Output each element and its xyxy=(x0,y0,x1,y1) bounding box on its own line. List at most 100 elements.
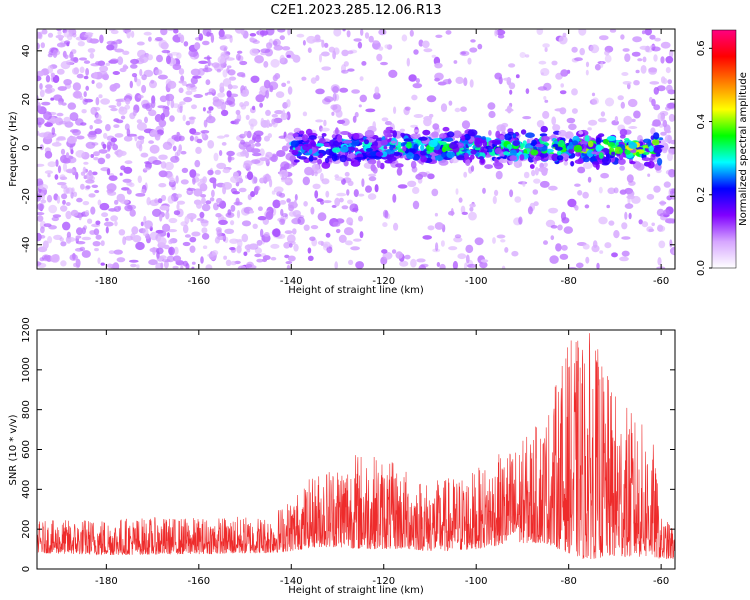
heatmap-cell xyxy=(76,197,83,203)
heatmap-band-cell xyxy=(586,149,594,158)
heatmap-cell xyxy=(644,29,652,36)
heatmap-cell xyxy=(230,187,237,194)
heatmap-cell xyxy=(559,253,569,260)
heatmap-cell xyxy=(353,238,362,242)
heatmap-cell xyxy=(413,114,424,118)
heatmap-cell xyxy=(143,69,154,77)
heatmap-cell xyxy=(114,133,124,138)
heatmap-cell xyxy=(348,259,354,265)
heatmap-cell xyxy=(120,199,130,204)
heatmap-cell xyxy=(180,221,188,227)
heatmap-cell xyxy=(37,178,44,187)
heatmap-cell xyxy=(649,81,660,85)
heatmap-cell xyxy=(214,169,221,175)
heatmap-cell xyxy=(608,220,615,226)
heatmap-band-cell xyxy=(470,149,477,155)
heatmap-cell xyxy=(41,101,51,106)
heatmap-cell xyxy=(333,29,342,37)
heatmap-cell xyxy=(52,75,60,83)
heatmap-cell xyxy=(180,179,189,185)
heatmap-band-cell xyxy=(530,149,539,156)
heatmap-band-cell xyxy=(658,137,664,141)
heatmap-cell xyxy=(236,53,241,61)
heatmap-cell xyxy=(241,220,252,227)
heatmap-cell xyxy=(325,190,330,198)
heatmap-cell xyxy=(589,44,600,54)
heatmap-cell xyxy=(124,235,134,241)
heatmap-x-tick-label: -80 xyxy=(560,276,576,287)
heatmap-cell xyxy=(434,77,440,82)
heatmap-cell xyxy=(90,206,96,215)
heatmap-cell xyxy=(548,185,558,191)
heatmap-cell xyxy=(129,209,136,217)
heatmap-cell xyxy=(143,167,151,171)
heatmap-band-cell xyxy=(556,155,564,161)
heatmap-cell xyxy=(98,94,103,99)
heatmap-cell xyxy=(51,216,59,222)
heatmap-cell xyxy=(532,189,539,195)
heatmap-cell xyxy=(665,67,671,74)
heatmap-cell xyxy=(75,258,81,268)
heatmap-band-cell xyxy=(597,133,605,138)
heatmap-cell xyxy=(68,53,75,59)
heatmap-cell xyxy=(205,200,212,205)
heatmap-cell xyxy=(108,250,115,255)
heatmap-band-cell xyxy=(573,144,583,153)
heatmap-cell xyxy=(132,109,137,117)
heatmap-x-tick-label: -160 xyxy=(187,276,210,287)
heatmap-cell xyxy=(269,85,274,93)
heatmap-cell xyxy=(453,60,458,64)
heatmap-cell xyxy=(250,75,260,84)
heatmap-cell xyxy=(124,104,131,110)
heatmap-band-cell xyxy=(595,137,602,145)
colorbar-gradient xyxy=(711,29,737,269)
heatmap-cell xyxy=(176,193,182,198)
heatmap-cell xyxy=(149,144,160,154)
heatmap-cell xyxy=(66,42,70,47)
heatmap-cell xyxy=(249,210,255,214)
heatmap-band-cell xyxy=(299,130,305,136)
heatmap-cell xyxy=(159,255,167,260)
heatmap-cell xyxy=(317,212,327,222)
snr-x-tick-label: -80 xyxy=(560,576,576,587)
heatmap-band-cell xyxy=(584,135,590,143)
heatmap-cell xyxy=(88,193,96,198)
heatmap-cell xyxy=(358,104,362,108)
heatmap-cell xyxy=(202,29,212,37)
heatmap-cell xyxy=(244,244,252,251)
heatmap-cell xyxy=(281,145,289,152)
heatmap-cell xyxy=(128,182,135,188)
heatmap-cell xyxy=(66,29,75,32)
heatmap-cell xyxy=(185,120,191,126)
heatmap-band-cell xyxy=(441,152,446,158)
heatmap-cell xyxy=(117,150,127,156)
heatmap-cell xyxy=(368,176,377,182)
heatmap-cell xyxy=(78,213,82,221)
heatmap-cell xyxy=(231,85,239,89)
heatmap-cell xyxy=(252,152,262,157)
snr-series-line xyxy=(37,333,675,560)
heatmap-cell xyxy=(306,35,317,44)
heatmap-cell xyxy=(388,69,398,78)
heatmap-band-cell xyxy=(539,162,544,169)
heatmap-cell xyxy=(168,217,178,224)
heatmap-cell xyxy=(287,86,293,95)
heatmap-band-cell xyxy=(347,132,352,138)
colorbar-label: Normalized spectral amplitude xyxy=(738,72,749,226)
heatmap-cell xyxy=(142,103,151,109)
heatmap-cell xyxy=(540,68,550,76)
heatmap-cell xyxy=(408,74,417,82)
heatmap-band-cell xyxy=(412,153,420,161)
heatmap-cell xyxy=(154,198,159,204)
heatmap-cell xyxy=(628,212,632,220)
heatmap-cell xyxy=(365,185,372,193)
heatmap-cell xyxy=(480,259,489,263)
heatmap-cell xyxy=(583,162,593,170)
heatmap-cell xyxy=(563,226,573,234)
heatmap-cell xyxy=(359,94,367,103)
heatmap-cell xyxy=(461,211,468,215)
heatmap-cell xyxy=(238,187,247,193)
heatmap-cell xyxy=(112,71,121,75)
heatmap-band-cell xyxy=(438,159,449,166)
heatmap-cell xyxy=(37,70,44,77)
